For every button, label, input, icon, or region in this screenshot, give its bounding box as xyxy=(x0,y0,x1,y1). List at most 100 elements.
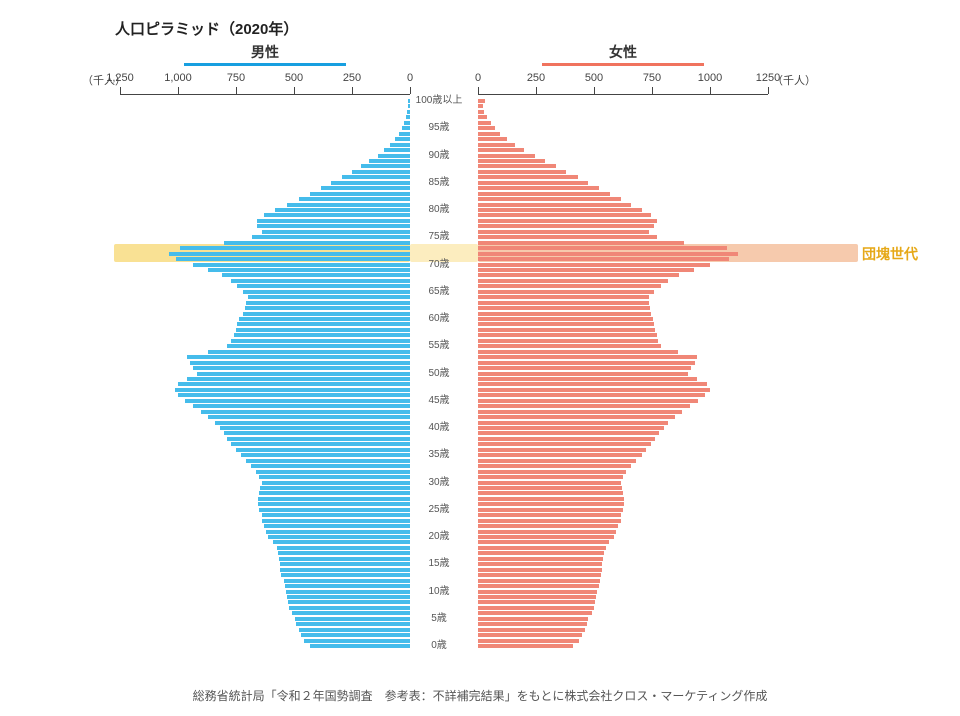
female-bar xyxy=(478,540,609,544)
male-bar xyxy=(175,388,410,392)
female-bar xyxy=(478,355,697,359)
female-bar xyxy=(478,399,698,403)
male-header-line xyxy=(184,63,346,66)
male-axis-tick-label: 1,250 xyxy=(102,72,138,84)
male-bar xyxy=(301,633,410,637)
female-bar xyxy=(478,159,545,163)
female-bar xyxy=(478,366,691,370)
female-bar xyxy=(478,224,654,228)
female-bar xyxy=(478,208,642,212)
age-label: 55歳 xyxy=(410,341,468,351)
female-bar xyxy=(478,306,650,310)
male-header: 男性 xyxy=(205,42,325,62)
male-bar xyxy=(220,426,410,430)
female-bar xyxy=(478,143,515,147)
female-bar xyxy=(478,551,604,555)
female-bar xyxy=(478,333,657,337)
male-bar xyxy=(193,366,410,370)
female-axis-line xyxy=(478,94,768,95)
male-bar xyxy=(257,224,410,228)
female-bar xyxy=(478,230,649,234)
female-bar xyxy=(478,590,597,594)
female-bar xyxy=(478,595,596,599)
female-bar xyxy=(478,121,491,125)
male-bar xyxy=(187,377,410,381)
male-bar xyxy=(292,611,410,615)
male-bar xyxy=(259,508,410,512)
female-bar xyxy=(478,213,651,217)
female-bar xyxy=(478,312,651,316)
female-bar xyxy=(478,486,622,490)
male-bar xyxy=(369,159,410,163)
male-bar xyxy=(180,246,410,250)
female-bar xyxy=(478,115,487,119)
male-bar xyxy=(331,181,410,185)
male-bar xyxy=(384,148,410,152)
female-bar xyxy=(478,268,694,272)
male-bar xyxy=(243,312,410,316)
male-bar xyxy=(256,470,410,474)
female-bar xyxy=(478,263,710,267)
age-label: 15歳 xyxy=(410,559,468,569)
female-bar xyxy=(478,328,655,332)
male-bar xyxy=(257,219,410,223)
male-bar xyxy=(236,328,410,332)
male-bar xyxy=(246,459,410,463)
male-bar xyxy=(176,257,410,261)
male-bar xyxy=(342,175,410,179)
age-label: 5歳 xyxy=(410,614,468,624)
age-label: 50歳 xyxy=(410,369,468,379)
male-bar xyxy=(278,551,410,555)
female-bar xyxy=(478,546,606,550)
age-label: 0歳 xyxy=(410,641,468,651)
female-bar xyxy=(478,437,655,441)
female-bar xyxy=(478,410,682,414)
male-bar xyxy=(279,557,410,561)
male-bar xyxy=(361,164,410,168)
female-axis-ticks xyxy=(478,87,768,94)
male-bar xyxy=(258,497,410,501)
female-bar xyxy=(478,377,697,381)
age-label: 65歳 xyxy=(410,287,468,297)
female-bar xyxy=(478,388,710,392)
male-bar xyxy=(187,355,410,359)
male-bar xyxy=(262,519,410,523)
female-bar xyxy=(478,252,738,256)
male-bar xyxy=(236,448,410,452)
male-bar xyxy=(399,132,410,136)
male-bar xyxy=(178,393,410,397)
male-bar xyxy=(288,600,410,604)
male-bar xyxy=(262,230,410,234)
male-axis-tick-label: 1,000 xyxy=(160,72,196,84)
male-bar xyxy=(231,339,410,343)
female-bar xyxy=(478,290,654,294)
age-label: 70歳 xyxy=(410,260,468,270)
male-bar xyxy=(243,290,410,294)
age-label: 25歳 xyxy=(410,505,468,515)
female-bar xyxy=(478,508,623,512)
female-bar xyxy=(478,421,668,425)
female-bar xyxy=(478,611,592,615)
age-label: 95歳 xyxy=(410,123,468,133)
male-bar xyxy=(273,540,410,544)
female-bar xyxy=(478,197,621,201)
male-bar xyxy=(304,639,410,643)
male-bar xyxy=(258,502,410,506)
male-bar xyxy=(352,170,410,174)
female-axis-tick-label: 1000 xyxy=(692,72,728,84)
female-bar xyxy=(478,622,587,626)
female-bar xyxy=(478,339,658,343)
male-bar xyxy=(215,421,410,425)
male-bar xyxy=(395,137,410,141)
female-bar xyxy=(478,361,695,365)
male-bar xyxy=(275,208,410,212)
male-bar xyxy=(260,486,410,490)
male-bar xyxy=(239,317,410,321)
male-bar xyxy=(208,350,410,354)
male-bar xyxy=(197,372,410,376)
age-label: 80歳 xyxy=(410,205,468,215)
age-label: 35歳 xyxy=(410,450,468,460)
female-bar xyxy=(478,110,484,114)
age-label: 20歳 xyxy=(410,532,468,542)
male-bar xyxy=(234,333,410,337)
